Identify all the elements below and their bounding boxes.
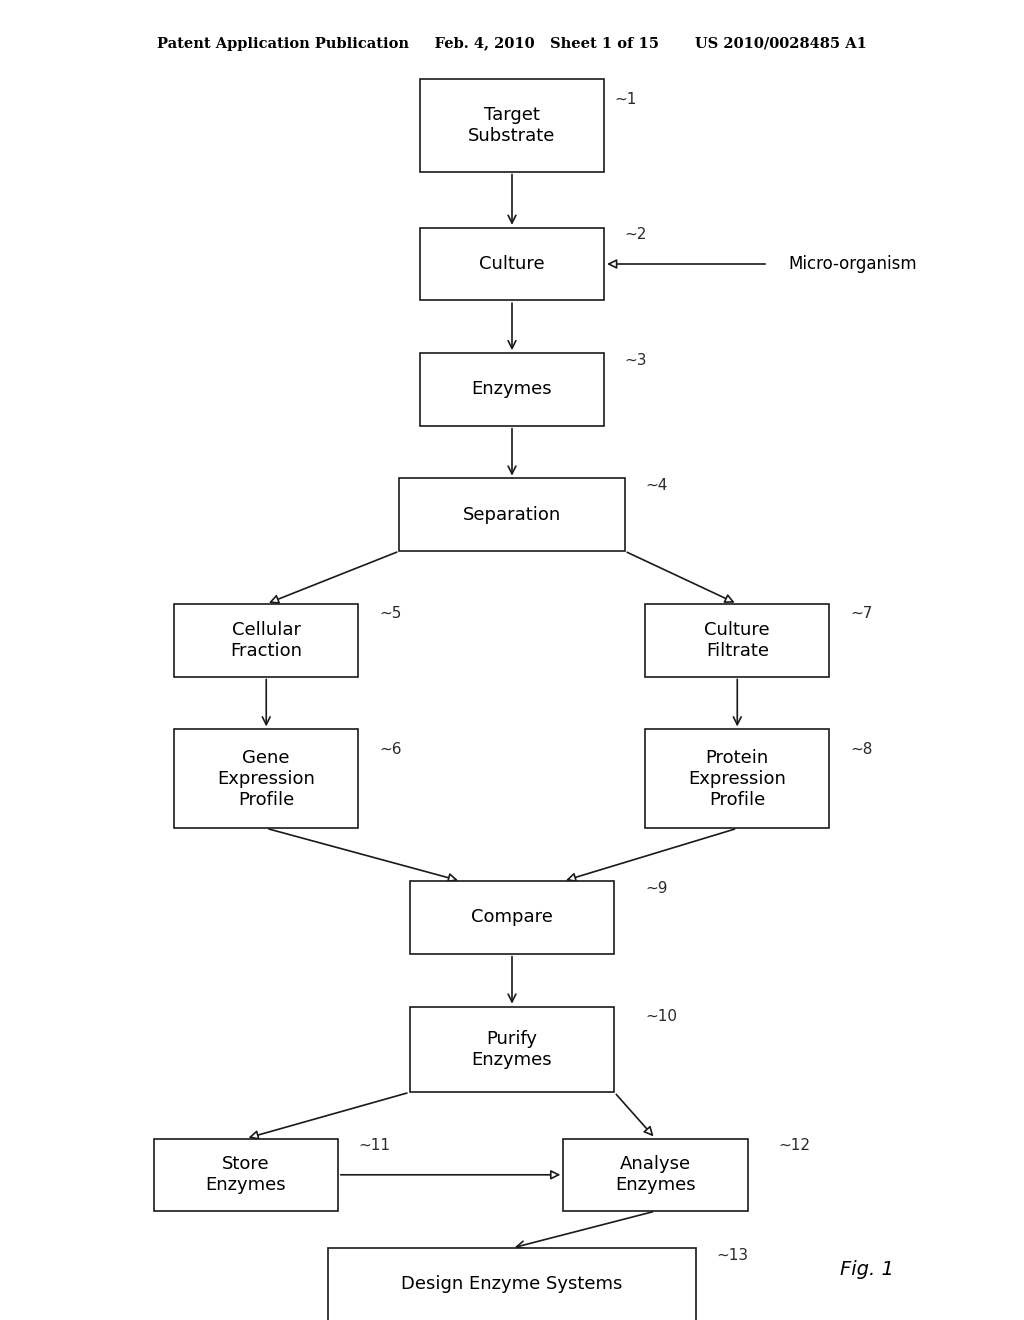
Text: Fig. 1: Fig. 1 — [840, 1261, 894, 1279]
Text: ~11: ~11 — [358, 1138, 390, 1154]
Text: Culture: Culture — [479, 255, 545, 273]
FancyBboxPatch shape — [328, 1249, 696, 1320]
FancyBboxPatch shape — [174, 605, 358, 676]
Text: Compare: Compare — [471, 908, 553, 927]
Text: ~4: ~4 — [645, 478, 668, 494]
FancyBboxPatch shape — [420, 352, 604, 425]
Text: ~12: ~12 — [778, 1138, 810, 1154]
Text: Culture
Filtrate: Culture Filtrate — [705, 620, 770, 660]
Text: ~1: ~1 — [614, 91, 637, 107]
Text: Cellular
Fraction: Cellular Fraction — [230, 620, 302, 660]
FancyBboxPatch shape — [410, 882, 614, 953]
FancyBboxPatch shape — [563, 1138, 748, 1212]
FancyBboxPatch shape — [645, 729, 829, 829]
FancyBboxPatch shape — [645, 605, 829, 676]
FancyBboxPatch shape — [154, 1138, 338, 1212]
Text: ~2: ~2 — [625, 227, 647, 243]
Text: ~5: ~5 — [379, 606, 401, 622]
Text: ~10: ~10 — [645, 1008, 677, 1024]
Text: Purify
Enzymes: Purify Enzymes — [472, 1030, 552, 1069]
FancyBboxPatch shape — [420, 79, 604, 172]
FancyBboxPatch shape — [420, 227, 604, 300]
Text: Gene
Expression
Profile: Gene Expression Profile — [217, 748, 315, 809]
Text: Separation: Separation — [463, 506, 561, 524]
Text: Enzymes: Enzymes — [472, 380, 552, 399]
FancyBboxPatch shape — [410, 1006, 614, 1093]
Text: ~3: ~3 — [625, 352, 647, 368]
Text: ~8: ~8 — [850, 742, 872, 758]
Text: ~7: ~7 — [850, 606, 872, 622]
Text: ~6: ~6 — [379, 742, 401, 758]
Text: Patent Application Publication     Feb. 4, 2010   Sheet 1 of 15       US 2010/00: Patent Application Publication Feb. 4, 2… — [157, 37, 867, 50]
Text: Micro-organism: Micro-organism — [788, 255, 918, 273]
FancyBboxPatch shape — [399, 478, 625, 552]
Text: Protein
Expression
Profile: Protein Expression Profile — [688, 748, 786, 809]
Text: ~9: ~9 — [645, 880, 668, 896]
FancyBboxPatch shape — [174, 729, 358, 829]
Text: Target
Substrate: Target Substrate — [468, 106, 556, 145]
Text: Analyse
Enzymes: Analyse Enzymes — [615, 1155, 695, 1195]
Text: Store
Enzymes: Store Enzymes — [206, 1155, 286, 1195]
Text: ~13: ~13 — [717, 1247, 749, 1263]
Text: Design Enzyme Systems: Design Enzyme Systems — [401, 1275, 623, 1294]
